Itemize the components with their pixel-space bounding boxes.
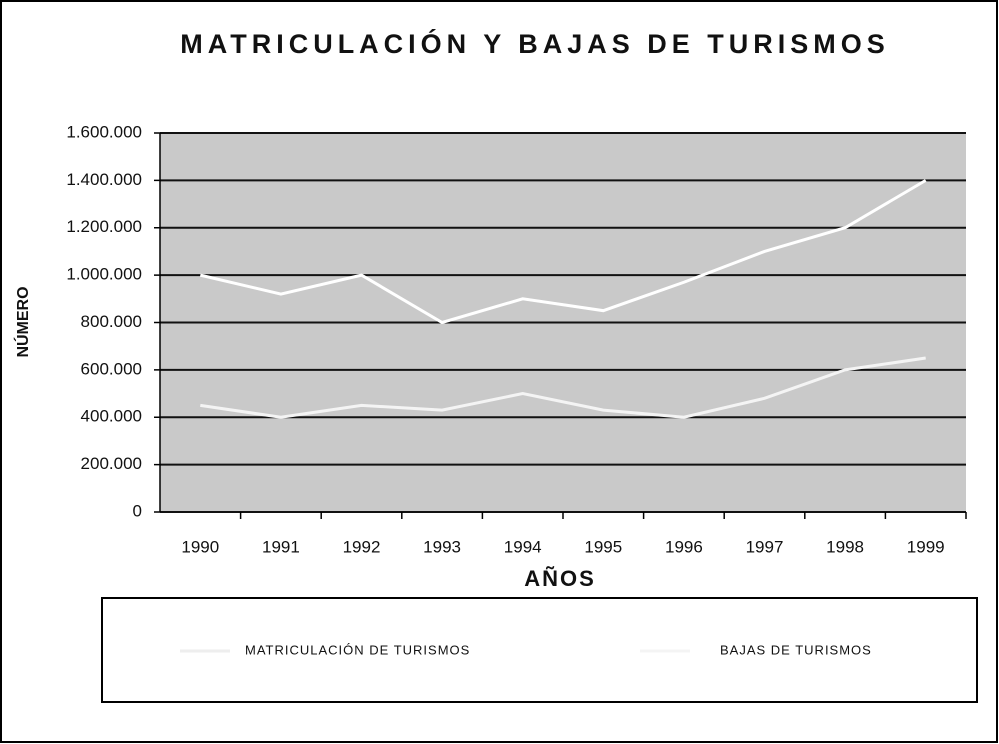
x-tick-label: 1991 xyxy=(262,537,300,556)
y-tick-label: 1.200.000 xyxy=(66,217,142,236)
x-tick-label: 1998 xyxy=(826,537,864,556)
x-tick-label: 1993 xyxy=(423,537,461,556)
y-tick-label: 1.400.000 xyxy=(66,170,142,189)
series-line xyxy=(199,179,927,325)
y-tick-label: 0 xyxy=(133,501,142,520)
y-tick-label: 200.000 xyxy=(81,454,142,473)
y-tick-label: 600.000 xyxy=(81,359,142,378)
chart-title: MATRICULACIÓN Y BAJAS DE TURISMOS xyxy=(180,28,890,59)
x-tick-label: 1992 xyxy=(343,537,381,556)
x-axis-title: AÑOS xyxy=(524,566,596,591)
series-line xyxy=(200,356,926,419)
x-tick-label: 1996 xyxy=(665,537,703,556)
x-tick-label: 1990 xyxy=(181,537,219,556)
x-tick-label: 1999 xyxy=(907,537,945,556)
y-tick-label: 400.000 xyxy=(81,407,142,426)
y-tick-label: 1.600.000 xyxy=(66,122,142,141)
y-tick-label: 1.000.000 xyxy=(66,265,142,284)
y-axis-title: NÚMERO xyxy=(13,286,32,357)
x-tick-label: 1997 xyxy=(746,537,784,556)
y-tick-label: 800.000 xyxy=(81,312,142,331)
legend-label: BAJAS DE TURISMOS xyxy=(720,642,872,657)
legend xyxy=(101,597,978,703)
x-tick-label: 1995 xyxy=(584,537,622,556)
x-tick-label: 1994 xyxy=(504,537,542,556)
legend-label: MATRICULACIÓN DE TURISMOS xyxy=(245,642,470,657)
